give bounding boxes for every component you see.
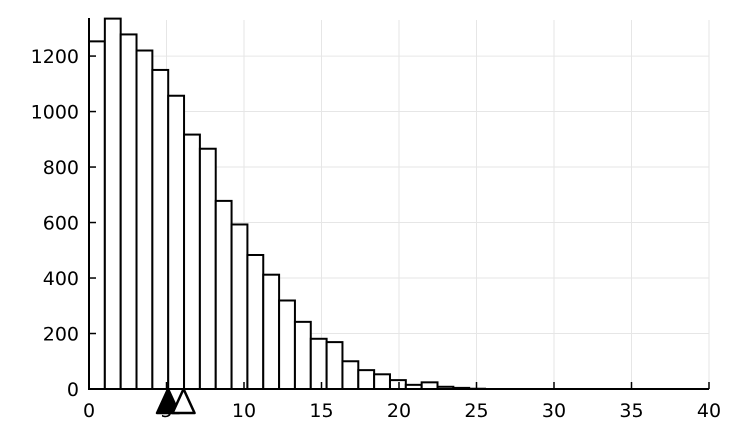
histogram-bar xyxy=(279,300,295,389)
open-triangle-marker xyxy=(173,389,195,413)
x-tick-label: 25 xyxy=(464,400,488,422)
y-tick-label: 400 xyxy=(43,268,79,290)
y-tick-label: 600 xyxy=(43,213,79,235)
y-tick-label: 1000 xyxy=(31,102,79,124)
histogram-bar xyxy=(121,34,137,389)
x-tick-label: 5 xyxy=(160,400,172,422)
y-tick-label: 800 xyxy=(43,157,79,179)
histogram-bar xyxy=(137,51,153,389)
histogram-bar xyxy=(374,374,390,389)
histogram-bar xyxy=(168,96,184,389)
x-tick-label: 10 xyxy=(232,400,256,422)
histogram-bar xyxy=(390,380,406,389)
histogram-bar xyxy=(311,339,327,389)
x-tick-label: 35 xyxy=(619,400,643,422)
histogram-bar xyxy=(105,19,121,389)
x-tick-label: 20 xyxy=(387,400,411,422)
x-tick-label: 40 xyxy=(697,400,721,422)
histogram-bar xyxy=(184,135,200,389)
x-tick-label: 15 xyxy=(309,400,333,422)
histogram-bar xyxy=(232,224,248,389)
y-tick-label: 0 xyxy=(67,379,79,401)
histogram-bar xyxy=(327,342,343,389)
x-tick-label: 30 xyxy=(542,400,566,422)
histogram-bar xyxy=(342,361,358,389)
histogram-bar xyxy=(295,322,311,389)
histogram-bar xyxy=(89,41,105,389)
histogram-bar xyxy=(358,370,374,389)
histogram-bar xyxy=(152,70,168,389)
histogram-bar xyxy=(247,255,263,389)
x-tick-label: 0 xyxy=(83,400,95,422)
histogram-bar xyxy=(216,201,232,389)
y-tick-label: 200 xyxy=(43,324,79,346)
y-tick-label: 1200 xyxy=(31,46,79,68)
histogram-bar xyxy=(200,149,216,389)
histogram-bar xyxy=(263,275,279,389)
